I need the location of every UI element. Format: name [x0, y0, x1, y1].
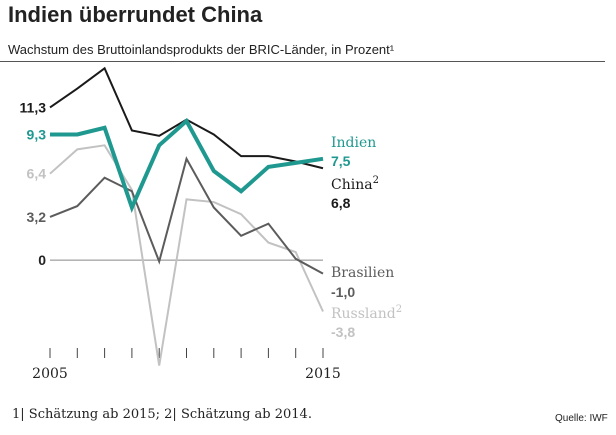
- end-value-indien: 7,5: [331, 153, 351, 169]
- end-value-brasilien: -1,0: [331, 284, 355, 300]
- series-name-brasilien: Brasilien: [331, 265, 394, 281]
- start-label-russland: 6,4: [27, 166, 47, 182]
- end-value-china: 6,8: [331, 195, 351, 211]
- title-divider: [0, 61, 605, 62]
- series-name-china: China2: [331, 175, 379, 193]
- footnote: 1| Schätzung ab 2015; 2| Schätzung ab 20…: [12, 407, 312, 422]
- series-line-brasilien: [49, 156, 324, 275]
- zero-label: 0: [38, 252, 46, 268]
- start-label-indien: 9,3: [27, 127, 47, 143]
- series-line-china: [49, 66, 324, 170]
- chart-title: Indien überrundet China: [8, 2, 263, 27]
- series-line-indien: [50, 117, 324, 213]
- series-name-indien: Indien: [331, 135, 376, 151]
- x-tick-label-2005: 2005: [32, 366, 68, 382]
- x-tick-label-2015: 2015: [305, 366, 341, 382]
- start-label-brasilien: 3,2: [27, 209, 47, 225]
- series-line-russland: [49, 144, 324, 366]
- end-value-russland: -3,8: [331, 324, 355, 340]
- source-note: Quelle: IWF: [555, 413, 608, 424]
- series-name-russland: Russland2: [331, 304, 402, 322]
- chart-subtitle: Wachstum des Bruttoinlandsprodukts der B…: [8, 42, 395, 57]
- start-label-china: 11,3: [20, 99, 47, 115]
